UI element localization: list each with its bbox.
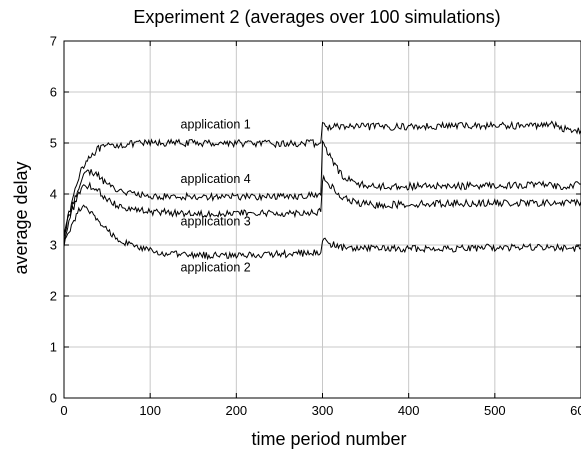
x-tick-label: 200 [225,403,247,418]
x-tick-label: 100 [139,403,161,418]
y-tick-label: 2 [50,289,57,304]
x-tick-label: 600 [570,403,581,418]
x-tick-label: 500 [484,403,506,418]
series-line-application-1 [63,120,581,238]
y-tick-label: 7 [50,34,57,49]
axis-ticks: 0 100 200 300 400 500 600 0 1 2 3 4 5 6 7 [50,34,581,418]
series-line-application-4 [63,139,581,238]
y-tick-label: 1 [50,340,57,355]
series-annotation: application 1 [181,118,251,132]
y-tick-label: 3 [50,238,57,253]
series-line-application-3 [63,174,581,243]
x-axis-label: time period number [251,429,406,449]
y-tick-label: 4 [50,187,57,202]
series-line-application-2 [63,204,581,261]
series-layer [63,120,581,261]
series-annotation: application 3 [181,215,251,229]
x-tick-label: 400 [398,403,420,418]
grid [64,41,581,398]
y-tick-label: 0 [50,391,57,406]
y-tick-label: 5 [50,136,57,151]
x-tick-label: 300 [312,403,334,418]
chart-title: Experiment 2 (averages over 100 simulati… [133,7,500,27]
x-tick-label: 0 [60,403,67,418]
y-tick-label: 6 [50,85,57,100]
y-axis-label: average delay [11,161,31,274]
annotations: application 1 application 4 application 3 a… [181,118,251,275]
series-annotation: application 2 [181,261,251,275]
series-annotation: application 4 [181,172,251,186]
